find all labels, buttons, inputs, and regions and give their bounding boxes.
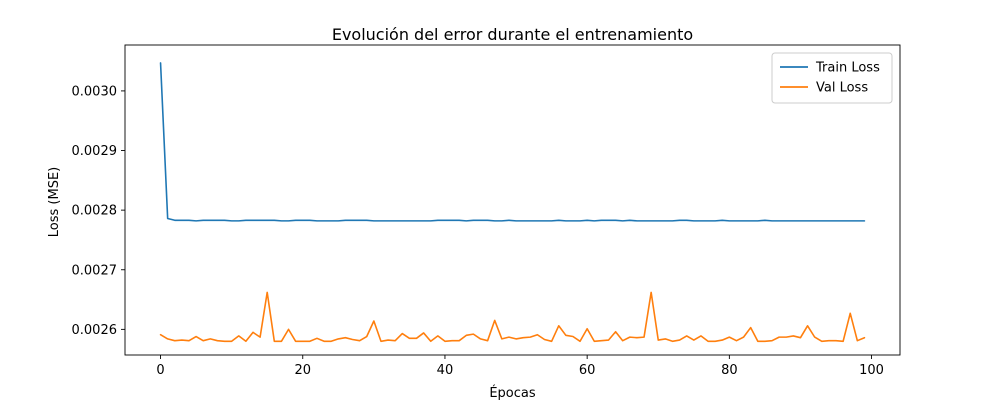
x-tick-label: 100 [859,363,884,378]
y-tick-label: 0.0030 [72,84,118,99]
legend-box [771,52,893,104]
y-tick-label: 0.0028 [72,204,118,219]
y-tick-label: 0.0026 [72,323,118,338]
legend: Train Loss Val Loss [771,52,893,104]
x-tick-label: 20 [294,363,311,378]
legend-label: Train Loss [815,61,880,76]
series-line-val-loss [159,291,866,343]
x-tick-label: 80 [721,363,738,378]
y-tick-label: 0.0027 [72,263,118,278]
x-tick-label: 60 [579,363,596,378]
chart-title: Evolución del error durante el entrenami… [332,25,693,44]
y-tick-label: 0.0029 [72,144,118,159]
y-axis-label: Loss (MSE) [47,167,62,237]
plot-frame [124,44,901,356]
series-line-train-loss [159,62,866,222]
x-tick-label: 40 [437,363,454,378]
x-tick-label: 0 [156,363,164,378]
x-axis-label: Épocas [489,385,536,400]
legend-label: Val Loss [816,81,868,96]
